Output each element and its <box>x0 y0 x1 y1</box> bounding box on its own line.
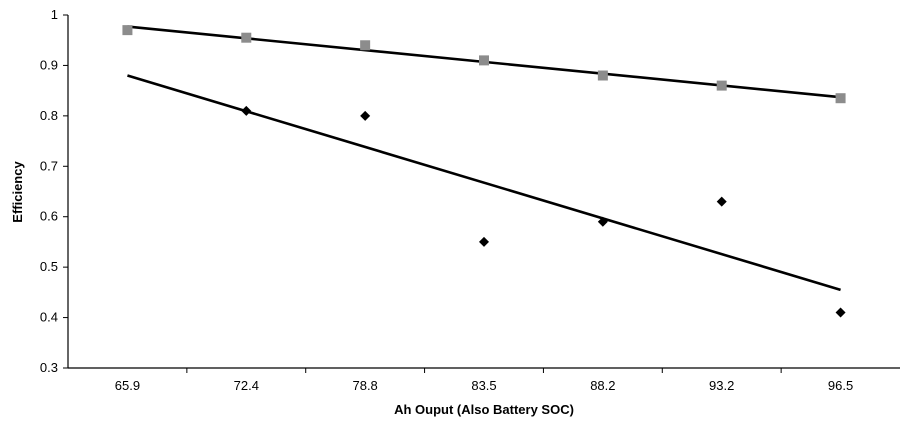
trendlines <box>127 25 841 292</box>
square-point <box>360 40 371 51</box>
diamond-point <box>597 216 608 227</box>
x-tick-label: 83.5 <box>471 378 496 393</box>
diamond-point <box>835 307 846 318</box>
square-point <box>479 55 489 66</box>
x-tick-label: 72.4 <box>234 378 259 393</box>
y-axis-title: Efficiency <box>10 161 25 223</box>
y-tick-label: 0.5 <box>40 259 58 274</box>
x-tick-label: 65.9 <box>115 378 140 393</box>
square-point <box>241 32 252 43</box>
square-point <box>835 93 846 104</box>
square-point <box>716 80 727 91</box>
y-axis-ticks: 0.3 0.4 0.5 0.6 0.7 0.8 0.9 1 <box>40 7 68 375</box>
y-tick-label: 0.8 <box>40 108 58 123</box>
diamond-point <box>241 105 252 116</box>
square-point <box>122 25 133 36</box>
y-tick-label: 0.4 <box>40 310 58 325</box>
y-tick-label: 0.9 <box>40 57 58 72</box>
trendline-series-2 <box>127 74 841 292</box>
x-tick-label: 96.5 <box>828 378 853 393</box>
diamond-point <box>716 196 727 207</box>
x-axis-ticks: 65.9 72.4 78.8 83.5 88.2 93.2 96.5 <box>115 368 853 393</box>
x-tick-label: 78.8 <box>352 378 377 393</box>
y-tick-label: 0.6 <box>40 209 58 224</box>
x-tick-label: 88.2 <box>590 378 615 393</box>
diamond-point <box>360 110 371 121</box>
data-points <box>122 25 846 318</box>
diamond-point <box>479 236 489 247</box>
x-tick-label: 93.2 <box>709 378 734 393</box>
y-tick-label: 1 <box>51 7 58 22</box>
x-axis-title: Ah Ouput (Also Battery SOC) <box>394 402 574 417</box>
y-tick-label: 0.7 <box>40 158 58 173</box>
y-tick-label: 0.3 <box>40 360 58 375</box>
square-point <box>597 70 608 81</box>
